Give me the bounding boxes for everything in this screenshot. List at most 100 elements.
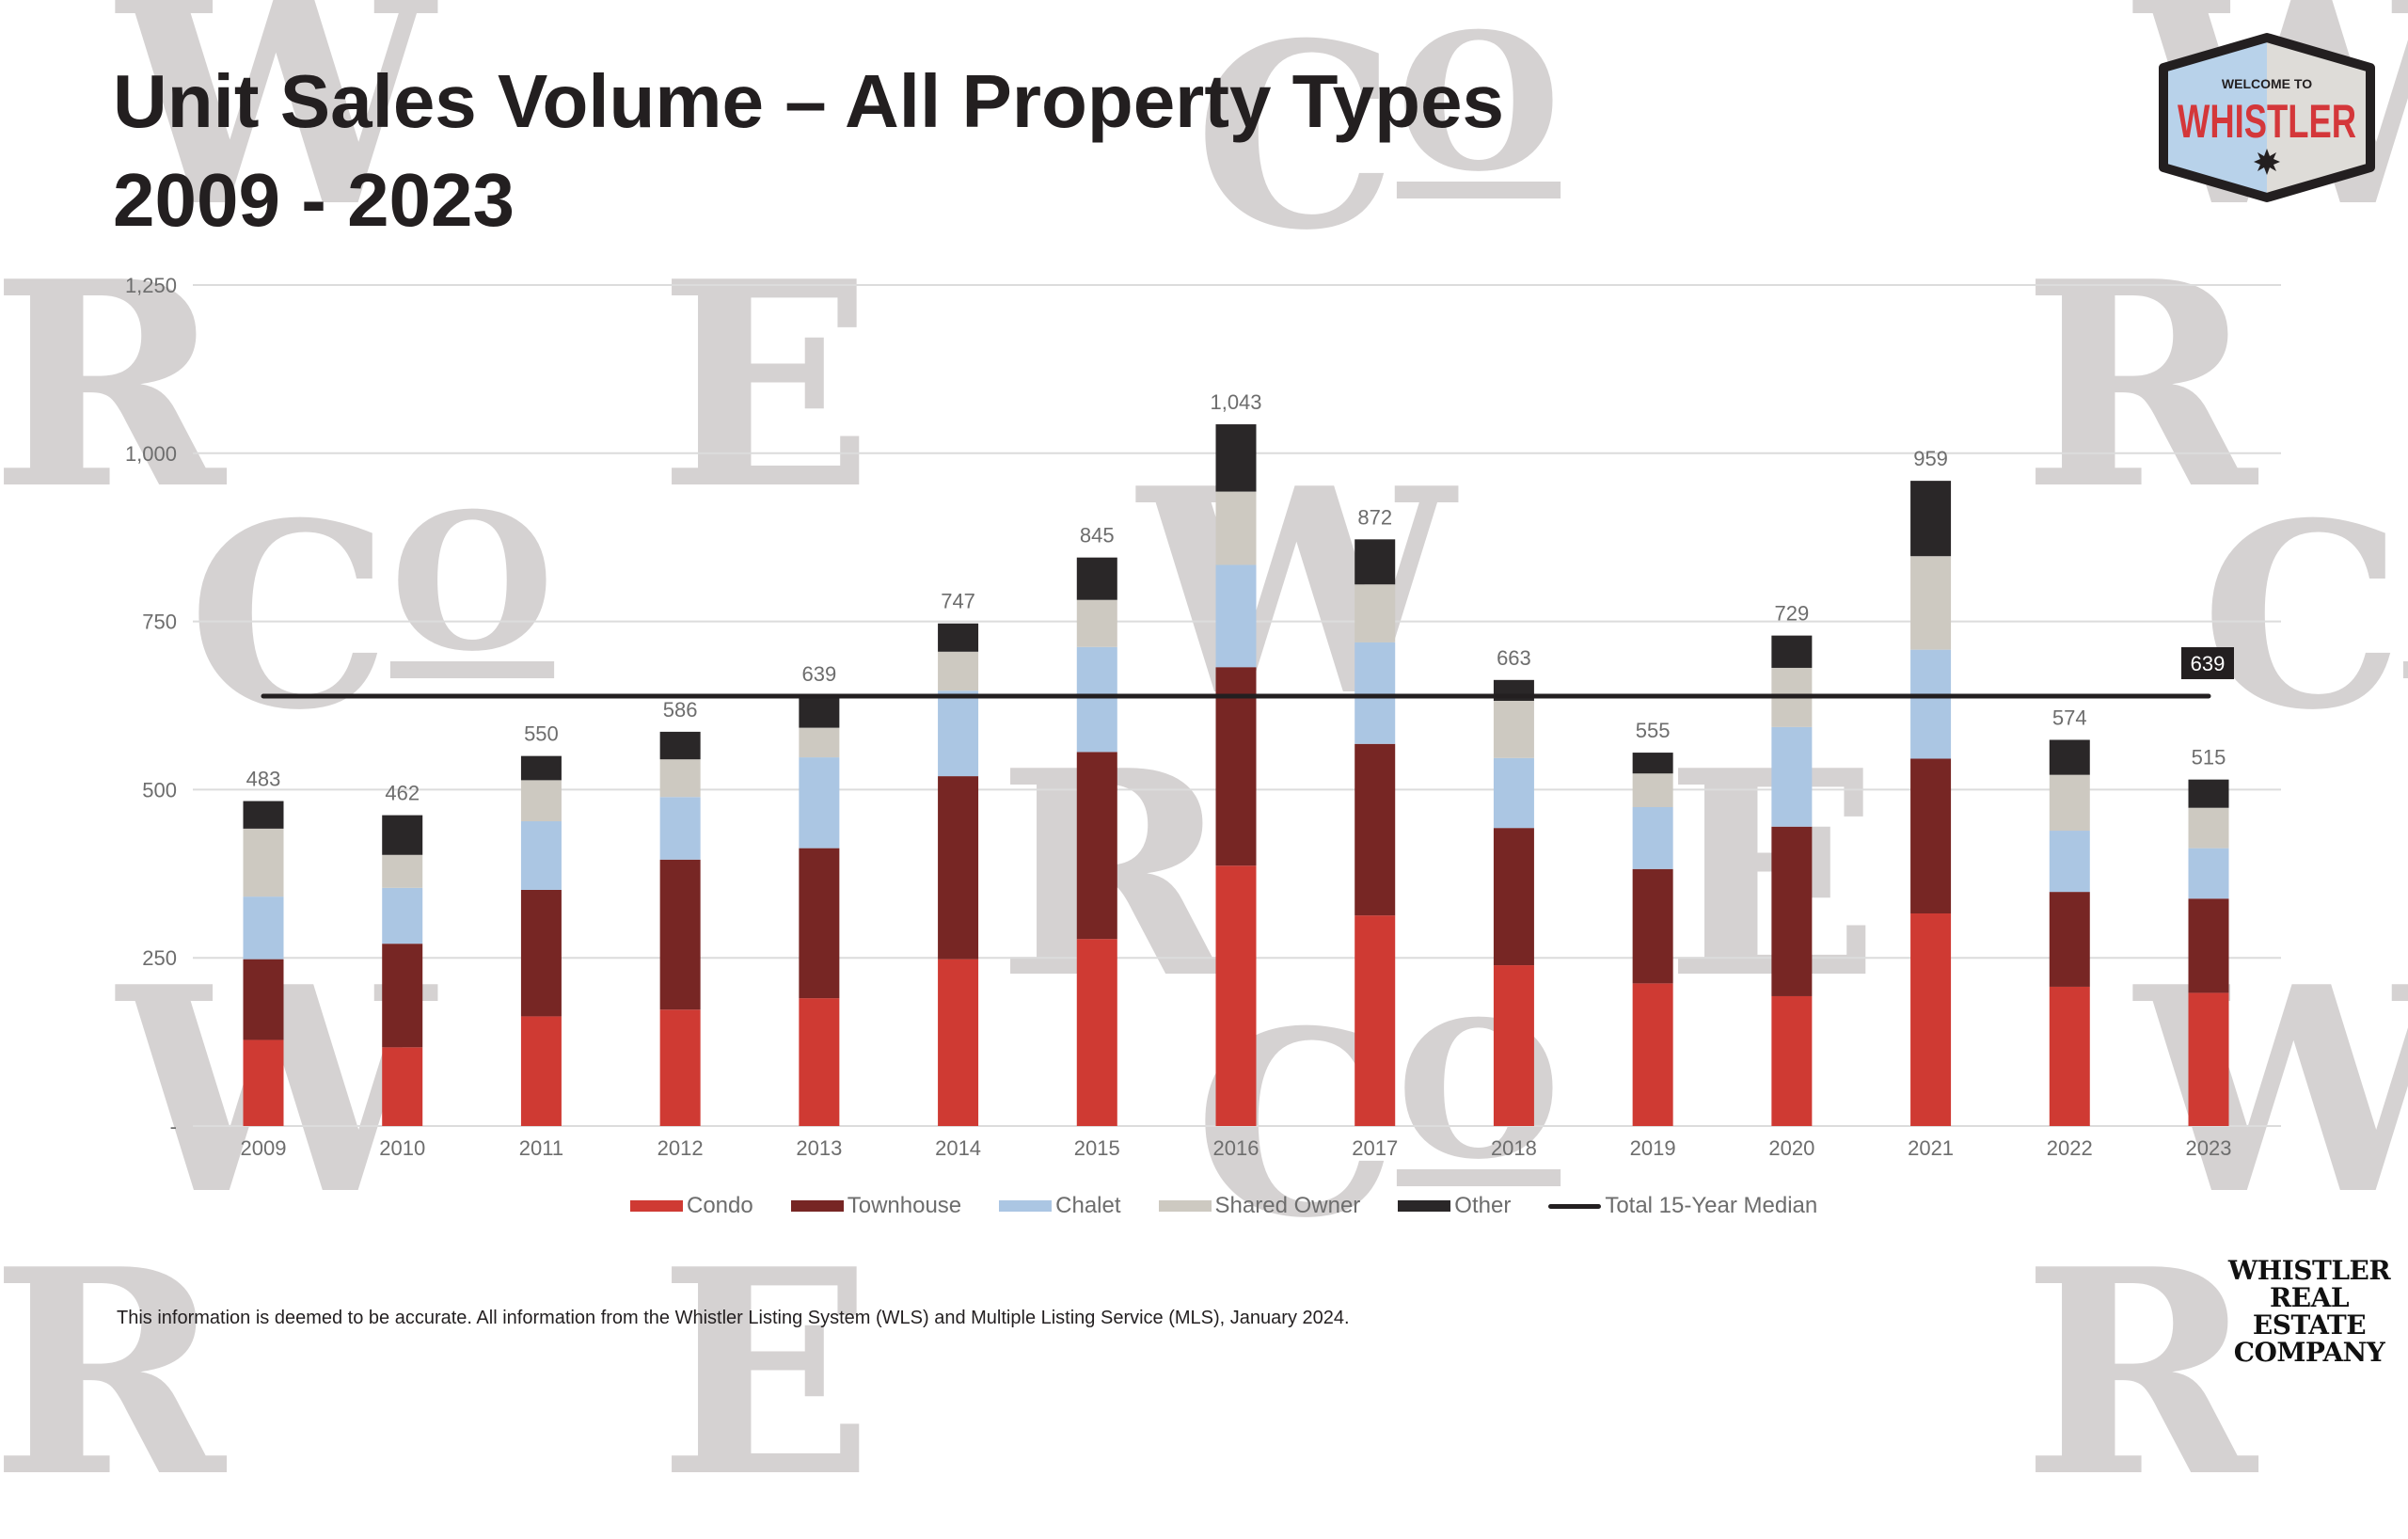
bar-segment-shared-owner <box>659 759 701 798</box>
y-tick-label: 1,000 <box>125 442 177 466</box>
bar-segment-other <box>1910 481 1952 557</box>
bar-segment-shared-owner <box>1493 700 1534 758</box>
bar-segment-other <box>1076 557 1117 600</box>
total-data-label: 1,043 <box>1210 390 1261 414</box>
y-tick-label: 750 <box>142 611 177 634</box>
star-burst-icon <box>2254 149 2280 175</box>
company-logo: WHISTLER REAL ESTATE COMPANY <box>2220 1257 2399 1366</box>
company-logo-line: WHISTLER <box>2227 1255 2391 1286</box>
bar-segment-condo <box>1215 865 1257 1126</box>
total-data-label: 747 <box>941 590 975 613</box>
total-data-label: 462 <box>385 782 420 805</box>
bar-segment-townhouse <box>1632 868 1673 984</box>
company-logo-line: COMPANY <box>2233 1337 2385 1368</box>
x-tick-label: 2010 <box>379 1136 425 1160</box>
bar-segment-chalet <box>520 821 562 890</box>
legend-item-shared-owner: Shared Owner <box>1158 1193 1361 1219</box>
bar-segment-shared-owner <box>2188 807 2229 849</box>
bar-segment-chalet <box>1771 726 1813 827</box>
bar-segment-chalet <box>1215 564 1257 668</box>
y-tick-label: 500 <box>142 778 177 801</box>
bar-segment-chalet <box>2188 848 2229 899</box>
legend-swatch-chalet <box>999 1200 1053 1212</box>
legend-label: Total 15-Year Median <box>1605 1193 1818 1218</box>
badge-top-text: WELCOME TO <box>2222 76 2312 91</box>
x-tick-label: 2009 <box>241 1136 287 1160</box>
y-tick-label: 250 <box>142 946 177 970</box>
watermark-w: W <box>2135 925 2408 1257</box>
legend-item-chalet: Chalet <box>999 1193 1121 1219</box>
x-tick-label: 2023 <box>2186 1136 2232 1160</box>
company-logo-line: REAL ESTATE <box>2252 1282 2367 1341</box>
bar-segment-shared-owner <box>1215 491 1257 565</box>
bar-segment-townhouse <box>2049 892 2090 987</box>
bar-segment-other <box>243 801 284 829</box>
legend-label: Townhouse <box>847 1193 962 1218</box>
bar-segment-condo <box>1771 995 1813 1126</box>
legend-label: Shared Owner <box>1214 1193 1361 1218</box>
x-tick-label: 2011 <box>519 1136 563 1160</box>
bar-segment-other <box>1632 753 1673 774</box>
bar-segment-shared-owner <box>1910 556 1952 650</box>
bar-segment-shared-owner <box>799 727 840 758</box>
watermark-r: R <box>2022 219 2258 551</box>
bar-segment-chalet <box>382 887 423 944</box>
bar-segment-townhouse <box>1215 667 1257 866</box>
bar-segment-shared-owner <box>938 651 979 691</box>
bar-segment-chalet <box>659 797 701 860</box>
bar-segment-other <box>1771 635 1813 668</box>
bar-segment-condo <box>1354 915 1396 1126</box>
bar-segment-other <box>382 815 423 855</box>
x-tick-label: 2020 <box>1768 1136 1814 1160</box>
bar-segment-chalet <box>243 896 284 960</box>
x-tick-label: 2016 <box>1213 1136 1259 1160</box>
watermark-w: W <box>118 0 435 269</box>
total-data-label: 729 <box>1774 602 1809 626</box>
x-tick-label: 2021 <box>1908 1136 1954 1160</box>
legend-swatch-townhouse <box>790 1200 844 1212</box>
bar-segment-other <box>938 623 979 652</box>
total-data-label: 845 <box>1080 524 1115 547</box>
bar-segment-shared-owner <box>243 828 284 897</box>
bar-segment-condo <box>938 959 979 1126</box>
x-tick-label: 2015 <box>1074 1136 1120 1160</box>
bar-segment-chalet <box>1493 757 1534 829</box>
total-data-label: 663 <box>1497 646 1531 670</box>
legend-item-condo: Condo <box>630 1193 753 1219</box>
watermark-e: E <box>658 219 874 551</box>
bar-segment-other <box>659 731 701 760</box>
bar-segment-townhouse <box>938 776 979 960</box>
median-label: 639 <box>2191 652 2226 675</box>
x-tick-label: 2017 <box>1352 1136 1398 1160</box>
legend-item-townhouse: Townhouse <box>790 1193 962 1219</box>
bar-segment-shared-owner <box>382 854 423 888</box>
bar-segment-chalet <box>1632 806 1673 869</box>
bar-segment-chalet <box>1076 646 1117 753</box>
page-title: Unit Sales Volume – All Property Types 2… <box>113 52 1504 249</box>
bar-segment-condo <box>2049 986 2090 1126</box>
bar-segment-other <box>520 755 562 781</box>
bar-segment-townhouse <box>2188 898 2229 993</box>
legend-swatch-shared-owner <box>1158 1200 1212 1212</box>
x-tick-label: 2018 <box>1491 1136 1537 1160</box>
bar-segment-shared-owner <box>1076 599 1117 647</box>
x-tick-label: 2014 <box>935 1136 981 1160</box>
total-data-label: 550 <box>524 722 559 746</box>
x-tick-label: 2022 <box>2047 1136 2093 1160</box>
legend-item-median: Total 15-Year Median <box>1548 1193 1817 1219</box>
bar-segment-other <box>2049 739 2090 775</box>
x-tick-label: 2013 <box>796 1136 842 1160</box>
bar-segment-condo <box>520 1016 562 1126</box>
legend-swatch-condo <box>630 1200 683 1212</box>
bar-segment-shared-owner <box>520 780 562 822</box>
bar-segment-other <box>1215 424 1257 492</box>
bar-segment-townhouse <box>1493 828 1534 966</box>
welcome-to-whistler-badge: WELCOME TO WHISTLER <box>2159 33 2375 202</box>
bar-segment-chalet <box>1354 642 1396 744</box>
bar-segment-townhouse <box>520 889 562 1017</box>
bar-segment-townhouse <box>243 959 284 1040</box>
bar-segment-condo <box>382 1047 423 1126</box>
legend-item-other: Other <box>1398 1193 1511 1219</box>
bar-segment-other <box>1354 539 1396 585</box>
total-data-label: 555 <box>1636 719 1671 742</box>
